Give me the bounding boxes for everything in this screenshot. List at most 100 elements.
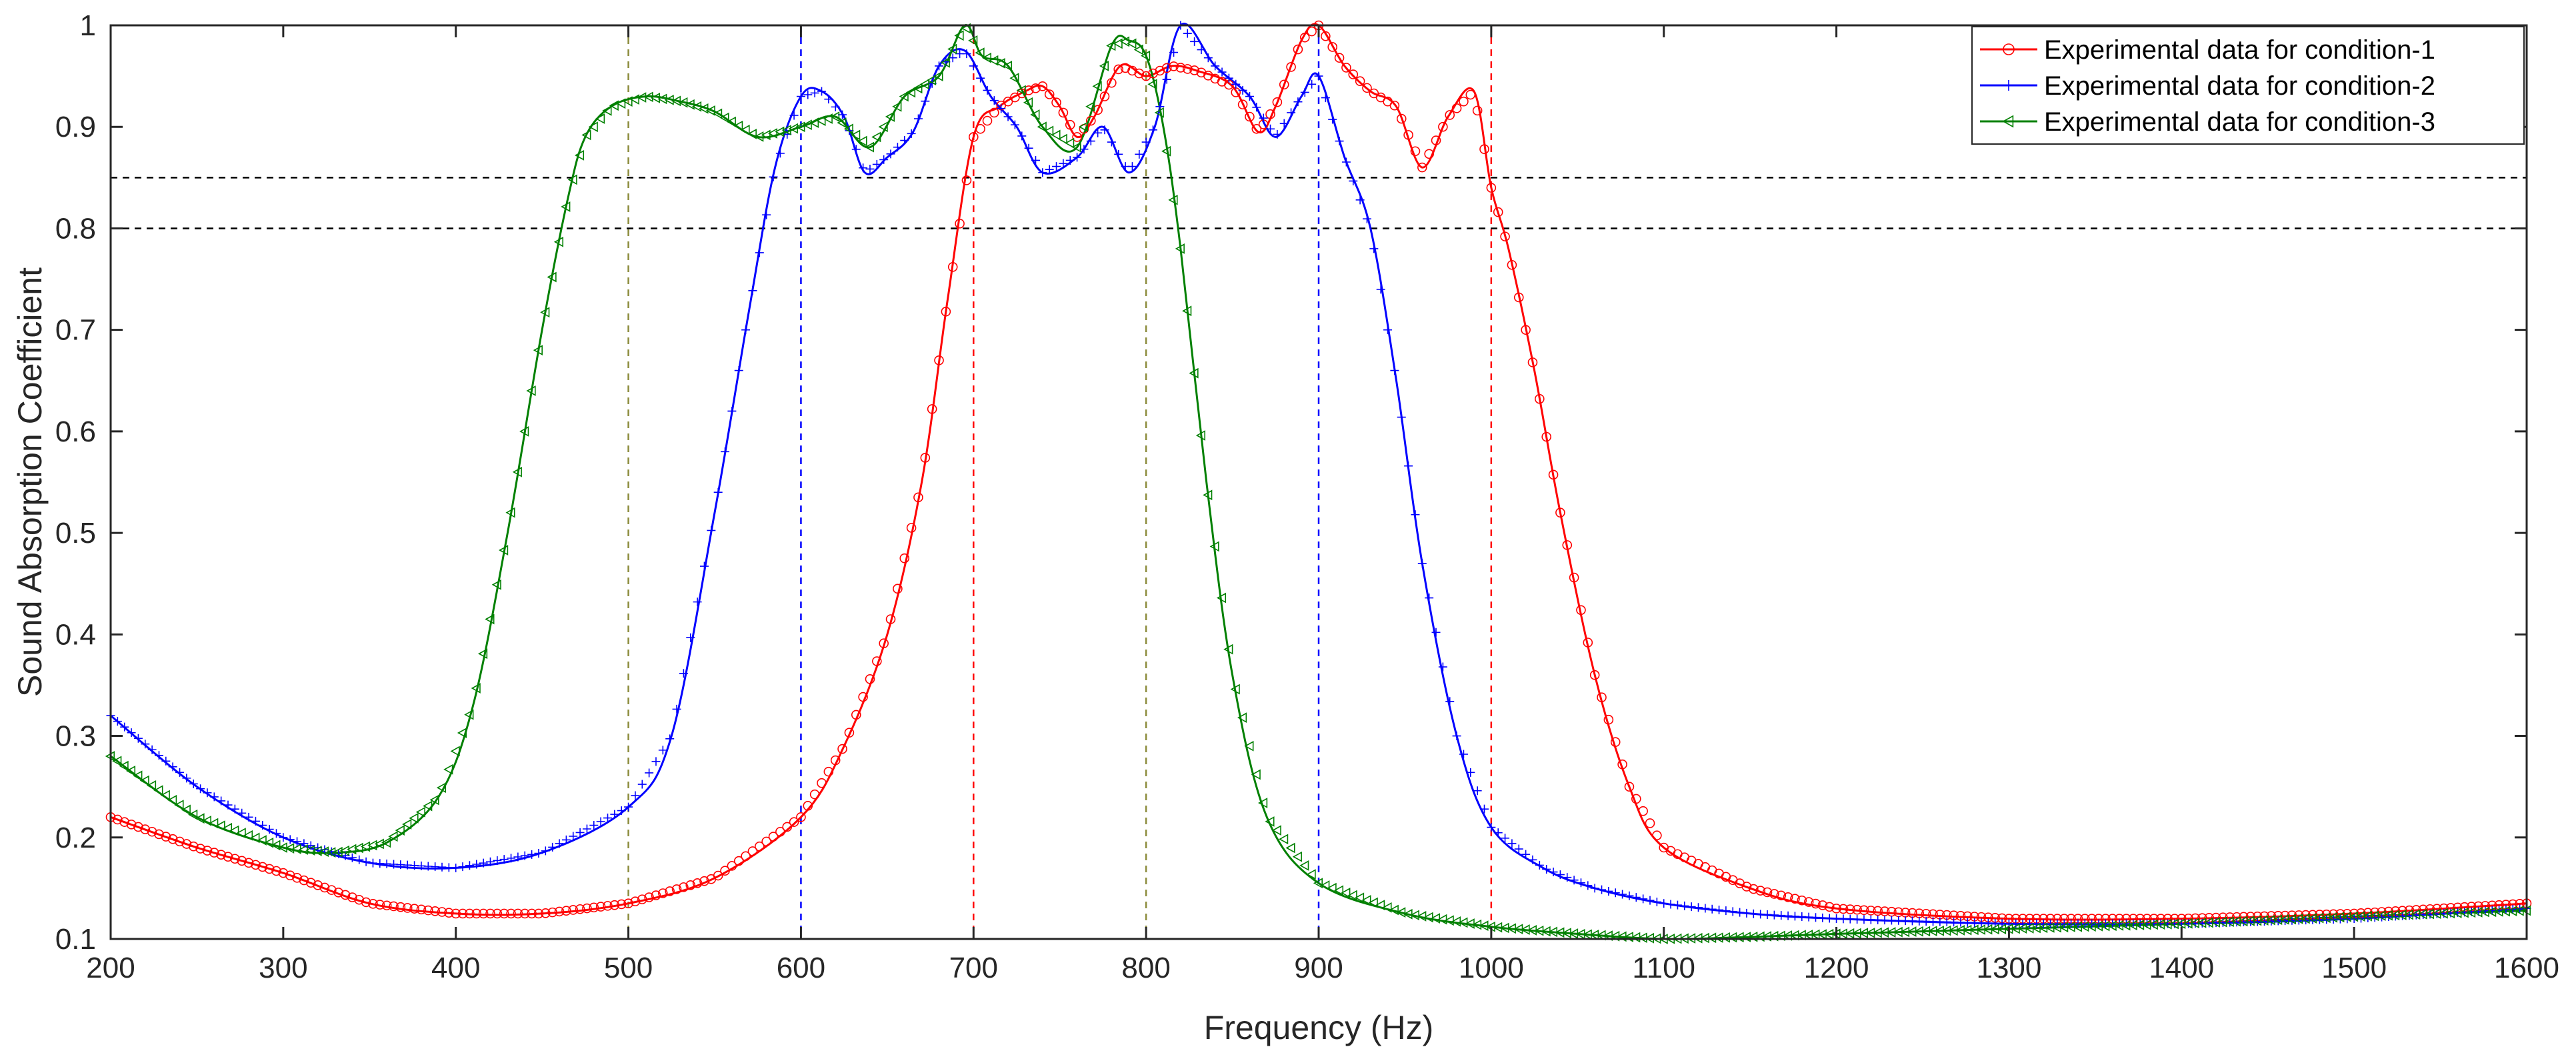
data-point-condition-2 [1127, 162, 1137, 171]
data-point-condition-2 [838, 110, 847, 119]
data-point-condition-1 [237, 856, 247, 866]
data-point-condition-1 [340, 890, 351, 900]
data-point-condition-2 [900, 136, 909, 145]
data-point-condition-2 [1459, 750, 1468, 759]
data-point-condition-2 [1631, 893, 1641, 902]
data-point-condition-1 [1866, 906, 1876, 916]
data-point-condition-2 [1093, 128, 1103, 137]
data-point-condition-3 [1306, 869, 1316, 880]
data-point-condition-3 [1251, 769, 1261, 780]
data-point-condition-2 [334, 849, 343, 858]
data-point-condition-2 [976, 73, 985, 83]
data-point-condition-2 [168, 762, 177, 772]
data-point-condition-3 [257, 835, 267, 846]
data-point-condition-2 [707, 525, 716, 535]
data-point-condition-1 [1541, 431, 1551, 442]
data-point-condition-2 [223, 800, 233, 810]
data-point-condition-2 [1659, 899, 1669, 908]
data-point-condition-2 [693, 598, 702, 607]
data-point-condition-2 [1341, 157, 1351, 167]
data-point-condition-2 [645, 768, 654, 778]
data-point-condition-3 [802, 119, 812, 131]
data-point-condition-1 [1141, 71, 1151, 81]
data-point-condition-3 [1368, 897, 1378, 908]
data-point-condition-1 [830, 755, 841, 766]
data-point-condition-1 [1589, 670, 1600, 680]
data-point-condition-1 [1741, 882, 1752, 892]
data-point-condition-2 [1404, 461, 1413, 471]
legend-label: Experimental data for condition-1 [2044, 35, 2435, 65]
data-point-condition-1 [216, 850, 226, 860]
data-point-condition-2 [1597, 885, 1607, 894]
x-tick-label: 200 [86, 952, 135, 984]
data-point-condition-2 [1390, 366, 1399, 375]
data-point-condition-3 [464, 709, 474, 720]
y-tick-label: 0.2 [55, 822, 96, 854]
data-point-condition-2 [1445, 697, 1455, 706]
data-point-condition-2 [879, 155, 889, 164]
data-point-condition-2 [1162, 75, 1171, 84]
data-point-condition-1 [416, 904, 427, 915]
data-point-condition-1 [1645, 818, 1655, 828]
data-point-condition-2 [1604, 886, 1613, 896]
data-point-condition-3 [1071, 141, 1081, 153]
data-point-condition-1 [175, 836, 185, 847]
data-point-condition-2 [230, 804, 239, 814]
data-point-condition-3 [1203, 489, 1213, 501]
data-point-condition-1 [768, 832, 779, 842]
data-point-condition-1 [554, 906, 565, 917]
data-point-condition-2 [258, 821, 267, 830]
data-point-condition-1 [430, 906, 440, 916]
data-point-condition-2 [1728, 907, 1737, 916]
data-point-condition-3 [491, 579, 501, 590]
data-point-condition-3 [1382, 902, 1392, 913]
x-tick-label: 400 [431, 952, 480, 984]
data-point-condition-1 [1831, 904, 1841, 914]
data-point-condition-1 [775, 826, 785, 837]
data-point-condition-2 [603, 814, 613, 823]
data-point-condition-2 [727, 406, 737, 415]
data-point-condition-3 [133, 770, 143, 782]
data-point-condition-3 [726, 116, 736, 127]
data-point-condition-2 [1335, 137, 1344, 146]
data-point-condition-3 [1189, 367, 1199, 379]
data-point-condition-1 [1576, 605, 1586, 616]
data-point-condition-1 [527, 908, 537, 919]
data-point-condition-1 [333, 887, 343, 898]
data-point-condition-1 [1548, 469, 1559, 480]
data-point-condition-2 [1217, 67, 1227, 77]
data-point-condition-2 [147, 745, 157, 754]
data-point-condition-3 [505, 507, 515, 518]
data-point-condition-2 [1693, 903, 1703, 912]
data-point-condition-3 [1347, 890, 1357, 901]
data-point-condition-1 [506, 908, 516, 919]
data-point-condition-1 [1762, 887, 1773, 898]
data-point-condition-2 [361, 857, 371, 866]
data-point-condition-1 [796, 812, 806, 822]
x-tick-label: 1600 [2494, 952, 2559, 984]
data-point-condition-2 [355, 855, 364, 864]
data-point-condition-2 [1721, 906, 1731, 916]
data-point-condition-3 [1175, 243, 1185, 254]
data-point-condition-3 [153, 785, 163, 796]
data-point-condition-3 [519, 426, 529, 437]
data-point-condition-1 [1817, 900, 1828, 910]
data-point-condition-2 [1266, 124, 1275, 133]
data-point-condition-1 [1749, 884, 1759, 894]
data-point-condition-2 [1314, 71, 1323, 81]
data-point-condition-3 [195, 813, 205, 824]
legend-marker [2003, 80, 2014, 91]
data-point-condition-2 [1287, 108, 1296, 117]
data-point-condition-2 [748, 286, 757, 295]
data-point-condition-2 [1376, 285, 1385, 294]
data-point-condition-2 [272, 829, 281, 838]
data-point-condition-1 [1058, 107, 1069, 118]
data-point-condition-3 [264, 837, 274, 848]
data-point-condition-2 [1542, 864, 1551, 874]
data-point-condition-1 [264, 864, 275, 874]
data-point-condition-1 [1341, 63, 1351, 73]
data-point-condition-1 [1769, 889, 1779, 899]
data-point-condition-3 [1030, 109, 1040, 120]
data-point-condition-3 [1223, 644, 1233, 655]
